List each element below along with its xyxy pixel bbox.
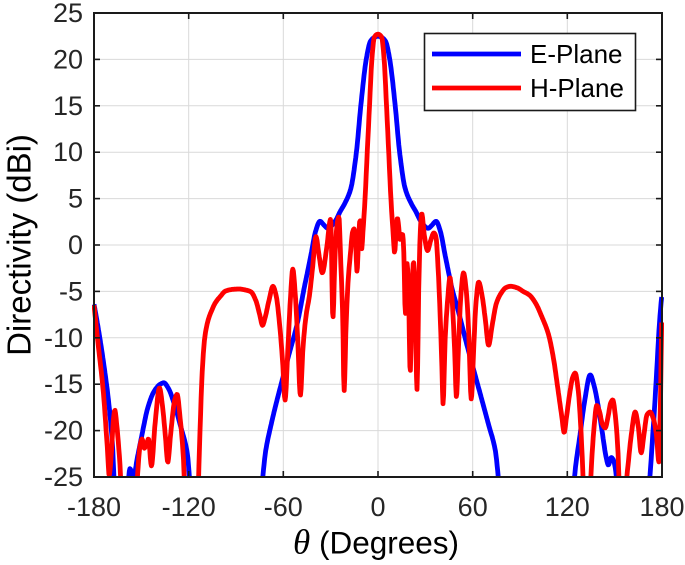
- svg-text:H-Plane: H-Plane: [530, 73, 624, 103]
- svg-text:E-Plane: E-Plane: [530, 39, 623, 69]
- svg-text:60: 60: [458, 492, 488, 522]
- svg-text:5: 5: [68, 184, 83, 214]
- svg-text:-180: -180: [67, 492, 121, 522]
- svg-text:θ (Degrees): θ (Degrees): [293, 523, 459, 562]
- svg-text:0: 0: [370, 492, 385, 522]
- svg-text:-10: -10: [44, 323, 83, 353]
- svg-text:-25: -25: [44, 462, 83, 492]
- svg-text:180: 180: [639, 492, 684, 522]
- svg-text:Directivity (dBi): Directivity (dBi): [1, 134, 38, 356]
- svg-text:-20: -20: [44, 416, 83, 446]
- svg-text:25: 25: [53, 0, 83, 28]
- svg-text:10: 10: [53, 137, 83, 167]
- svg-text:-5: -5: [59, 276, 83, 306]
- svg-text:120: 120: [545, 492, 590, 522]
- svg-text:-15: -15: [44, 369, 83, 399]
- svg-text:15: 15: [53, 91, 83, 121]
- svg-text:20: 20: [53, 44, 83, 74]
- svg-text:-60: -60: [264, 492, 303, 522]
- svg-text:-120: -120: [162, 492, 216, 522]
- svg-text:0: 0: [68, 230, 83, 260]
